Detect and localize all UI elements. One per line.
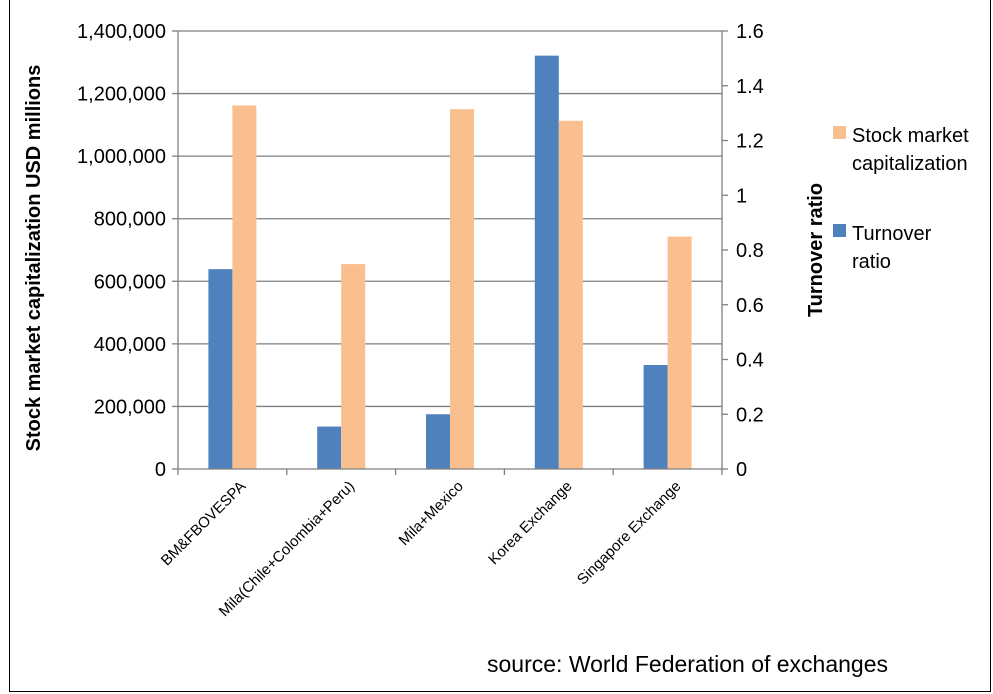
legend-label: ratio [852,251,891,273]
bar-turnover-ratio [643,364,668,469]
bar-market-capitalization [341,264,366,469]
right-tick-label: 1.6 [736,21,764,43]
legend-swatch [833,224,846,237]
left-tick-label: 1,400,000 [77,21,166,43]
bar-turnover-ratio [317,426,342,469]
bars [208,55,692,470]
left-tick-label: 600,000 [94,271,166,293]
legend-label: capitalization [852,153,968,175]
category-label: Singapore Exchange [574,478,685,589]
right-tick-label: 0.6 [736,295,764,317]
right-tick-label: 1 [736,185,747,207]
left-tick-label: 0 [155,459,166,481]
bar-market-capitalization [450,109,474,469]
category-label: Korea Exchange [485,478,575,568]
bar-market-capitalization [232,105,257,470]
bar-turnover-ratio [426,414,450,469]
left-tick-label: 1,000,000 [77,146,166,168]
legend: Stock market capitalization Turnover ratio [833,125,969,273]
bar-market-capitalization [558,120,583,469]
category-label: BM&FBOVESPA [158,478,249,569]
legend-swatch [833,126,846,139]
legend-label: Stock market [852,125,969,147]
left-axis-title: Stock market capitalization USD millions [23,65,45,452]
right-tick-label: 0 [736,459,747,481]
right-tick-label: 0.2 [736,404,764,426]
source-note: source: World Federation of exchanges [487,651,888,677]
bar-turnover-ratio [534,55,559,469]
legend-label: Turnover [852,223,932,245]
left-axis-ticks: 0 200,000 400,000 600,000 800,000 1,000,000 1,… [77,21,178,481]
bar-turnover-ratio [208,269,233,469]
chart-frame [9,0,991,692]
right-tick-label: 0.8 [736,240,764,262]
left-tick-label: 1,200,000 [77,84,166,106]
left-tick-label: 200,000 [94,396,166,418]
right-tick-label: 1.2 [736,131,764,153]
right-tick-label: 1.4 [736,76,764,98]
right-axis-title: Turnover ratio [805,183,827,317]
left-tick-label: 800,000 [94,209,166,231]
right-axis-ticks: 0 0.2 0.4 0.6 0.8 1 1.2 1.4 1.6 [722,21,764,481]
bar-market-capitalization [667,236,692,469]
right-tick-label: 0.4 [736,350,764,372]
category-label: Mila+Mexico [396,478,467,549]
left-tick-label: 400,000 [94,334,166,356]
